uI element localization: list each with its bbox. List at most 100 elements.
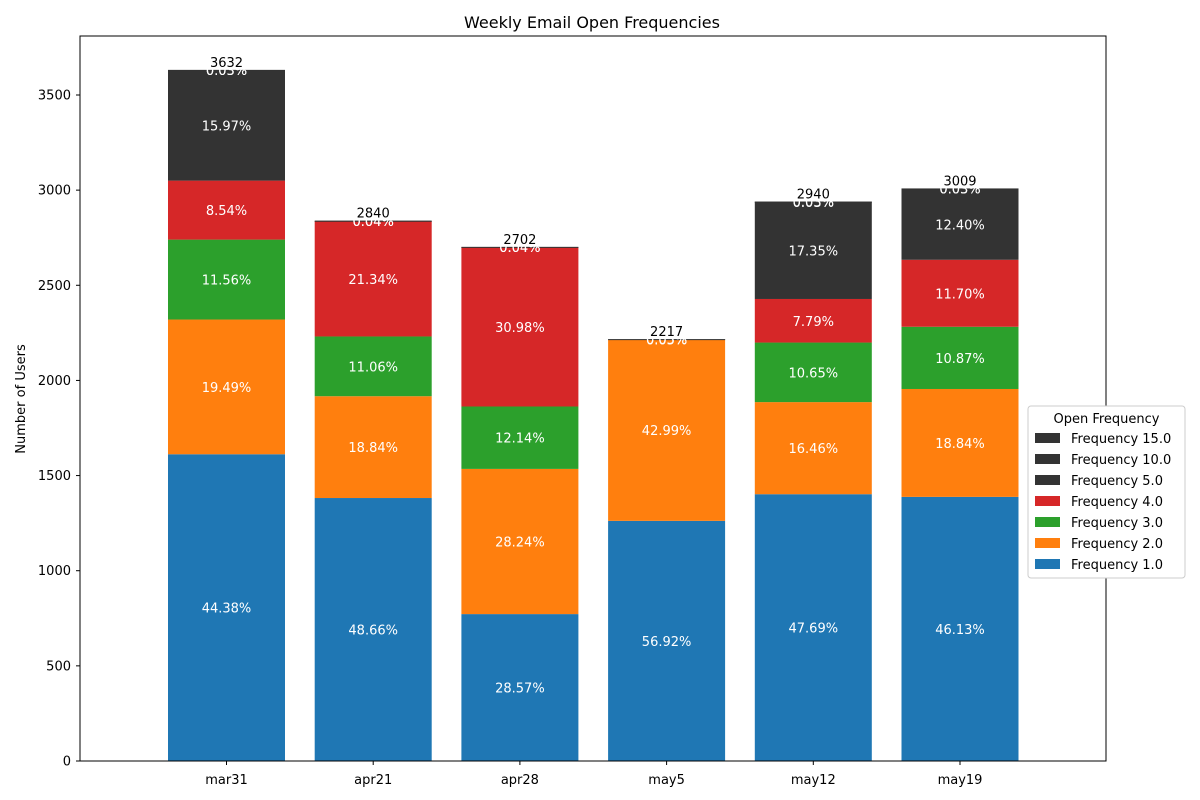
legend-item-label: Frequency 10.0: [1071, 453, 1171, 468]
legend-item-label: Frequency 4.0: [1071, 495, 1163, 510]
bar-segment: [314, 336, 432, 397]
legend-box: [1027, 405, 1186, 579]
legend-swatch: [1035, 433, 1060, 443]
y-tick-label: 1000: [38, 564, 71, 579]
bar-segment: [168, 69, 285, 71]
y-tick-label: 2500: [38, 279, 71, 294]
x-tick-label: mar31: [205, 773, 248, 788]
bar-segment: [754, 342, 872, 403]
plot-frame: [79, 35, 1107, 762]
x-tick-label: may5: [648, 773, 685, 788]
bar-segment: [754, 298, 872, 343]
y-axis-label: Number of Users: [14, 344, 29, 454]
segment-label: 48.66%: [348, 624, 398, 639]
segment-label: 28.24%: [495, 536, 545, 551]
segment-label: 7.79%: [793, 315, 834, 330]
y-tick-label: 2000: [38, 374, 71, 389]
bar-segment: [168, 319, 285, 455]
bar-segment: [901, 259, 1019, 327]
segment-label: 47.69%: [789, 622, 839, 637]
segment-label: 16.46%: [789, 442, 839, 457]
bar-segment: [608, 339, 726, 340]
bar-segment: [461, 614, 579, 761]
bar-segment: [314, 220, 432, 222]
segment-label: 10.65%: [789, 366, 839, 381]
bar-total-label: 2940: [797, 188, 830, 203]
bar-total-label: 2702: [503, 233, 536, 248]
segment-label: 42.99%: [642, 424, 692, 439]
bar-segment: [901, 188, 1019, 260]
bar-segment: [168, 454, 285, 761]
segment-label: 0.04%: [353, 215, 394, 230]
segment-label: 8.54%: [206, 204, 247, 219]
y-tick-label: 0: [63, 755, 71, 770]
legend-item-label: Frequency 3.0: [1071, 516, 1163, 531]
bar-segment: [754, 494, 872, 761]
bar-segment: [754, 201, 872, 203]
bar-segment: [461, 246, 579, 248]
bar-segment: [314, 498, 432, 761]
segment-label: 17.35%: [789, 244, 839, 259]
segment-label: 12.40%: [935, 218, 985, 233]
segment-label: 21.34%: [348, 273, 398, 288]
bar-total-label: 2217: [650, 325, 683, 340]
bar-segment: [461, 468, 579, 615]
segment-label: 11.56%: [202, 274, 252, 289]
bar-segment: [608, 520, 726, 761]
segment-label: 44.38%: [202, 602, 252, 617]
bar-segment: [901, 326, 1019, 389]
chart-title: Weekly Email Open Frequencies: [464, 13, 720, 32]
legend-item-label: Frequency 15.0: [1071, 432, 1171, 447]
bar-segment: [461, 247, 579, 407]
legend-swatch: [1035, 538, 1060, 548]
bar-segment: [754, 201, 872, 299]
segment-label: 0.04%: [499, 241, 540, 256]
bar-segment: [608, 339, 726, 521]
bar-segment: [754, 402, 872, 495]
x-tick-label: apr21: [354, 773, 392, 788]
bar-total-label: 2840: [357, 207, 390, 222]
bar-segment: [901, 388, 1019, 497]
bar-segment: [314, 221, 432, 337]
legend-item-label: Frequency 2.0: [1071, 537, 1163, 552]
segment-label: 56.92%: [642, 635, 692, 650]
y-tick-label: 500: [46, 659, 71, 674]
bar-segment: [168, 180, 285, 240]
segment-label: 46.13%: [935, 623, 985, 638]
segment-label: 0.05%: [646, 333, 687, 348]
legend-item-label: Frequency 1.0: [1071, 558, 1163, 573]
bar-total-label: 3632: [210, 56, 243, 71]
x-tick-label: may12: [791, 773, 836, 788]
legend-swatch: [1035, 454, 1060, 464]
legend-swatch: [1035, 496, 1060, 506]
legend-swatch: [1035, 475, 1060, 485]
segment-label: 11.70%: [935, 287, 985, 302]
bar-segment: [314, 396, 432, 499]
bar-segment: [168, 70, 285, 181]
segment-label: 28.57%: [495, 682, 545, 697]
segment-label: 19.49%: [202, 381, 252, 396]
segment-label: 0.03%: [793, 196, 834, 211]
y-tick-label: 1500: [38, 469, 71, 484]
legend-swatch: [1035, 559, 1060, 569]
segment-label: 0.04%: [499, 241, 540, 256]
segment-label: 0.03%: [939, 183, 980, 198]
segment-label: 15.97%: [202, 119, 252, 134]
y-tick-label: 3500: [38, 88, 71, 103]
x-tick-label: apr28: [501, 773, 539, 788]
bar-segment: [168, 239, 285, 320]
segment-label: 30.98%: [495, 321, 545, 336]
segment-label: 0.03%: [939, 183, 980, 198]
bar-total-label: 3009: [943, 174, 976, 189]
bar-segment: [901, 496, 1019, 761]
x-tick-label: may19: [938, 773, 983, 788]
segment-label: 0.03%: [206, 64, 247, 79]
legend-title: Open Frequency: [1053, 412, 1159, 427]
y-tick-label: 3000: [38, 184, 71, 199]
segment-label: 0.03%: [206, 64, 247, 79]
bar-segment: [461, 406, 579, 469]
segment-label: 12.14%: [495, 432, 545, 447]
segment-label: 0.03%: [793, 196, 834, 211]
segment-label: 0.05%: [646, 333, 687, 348]
